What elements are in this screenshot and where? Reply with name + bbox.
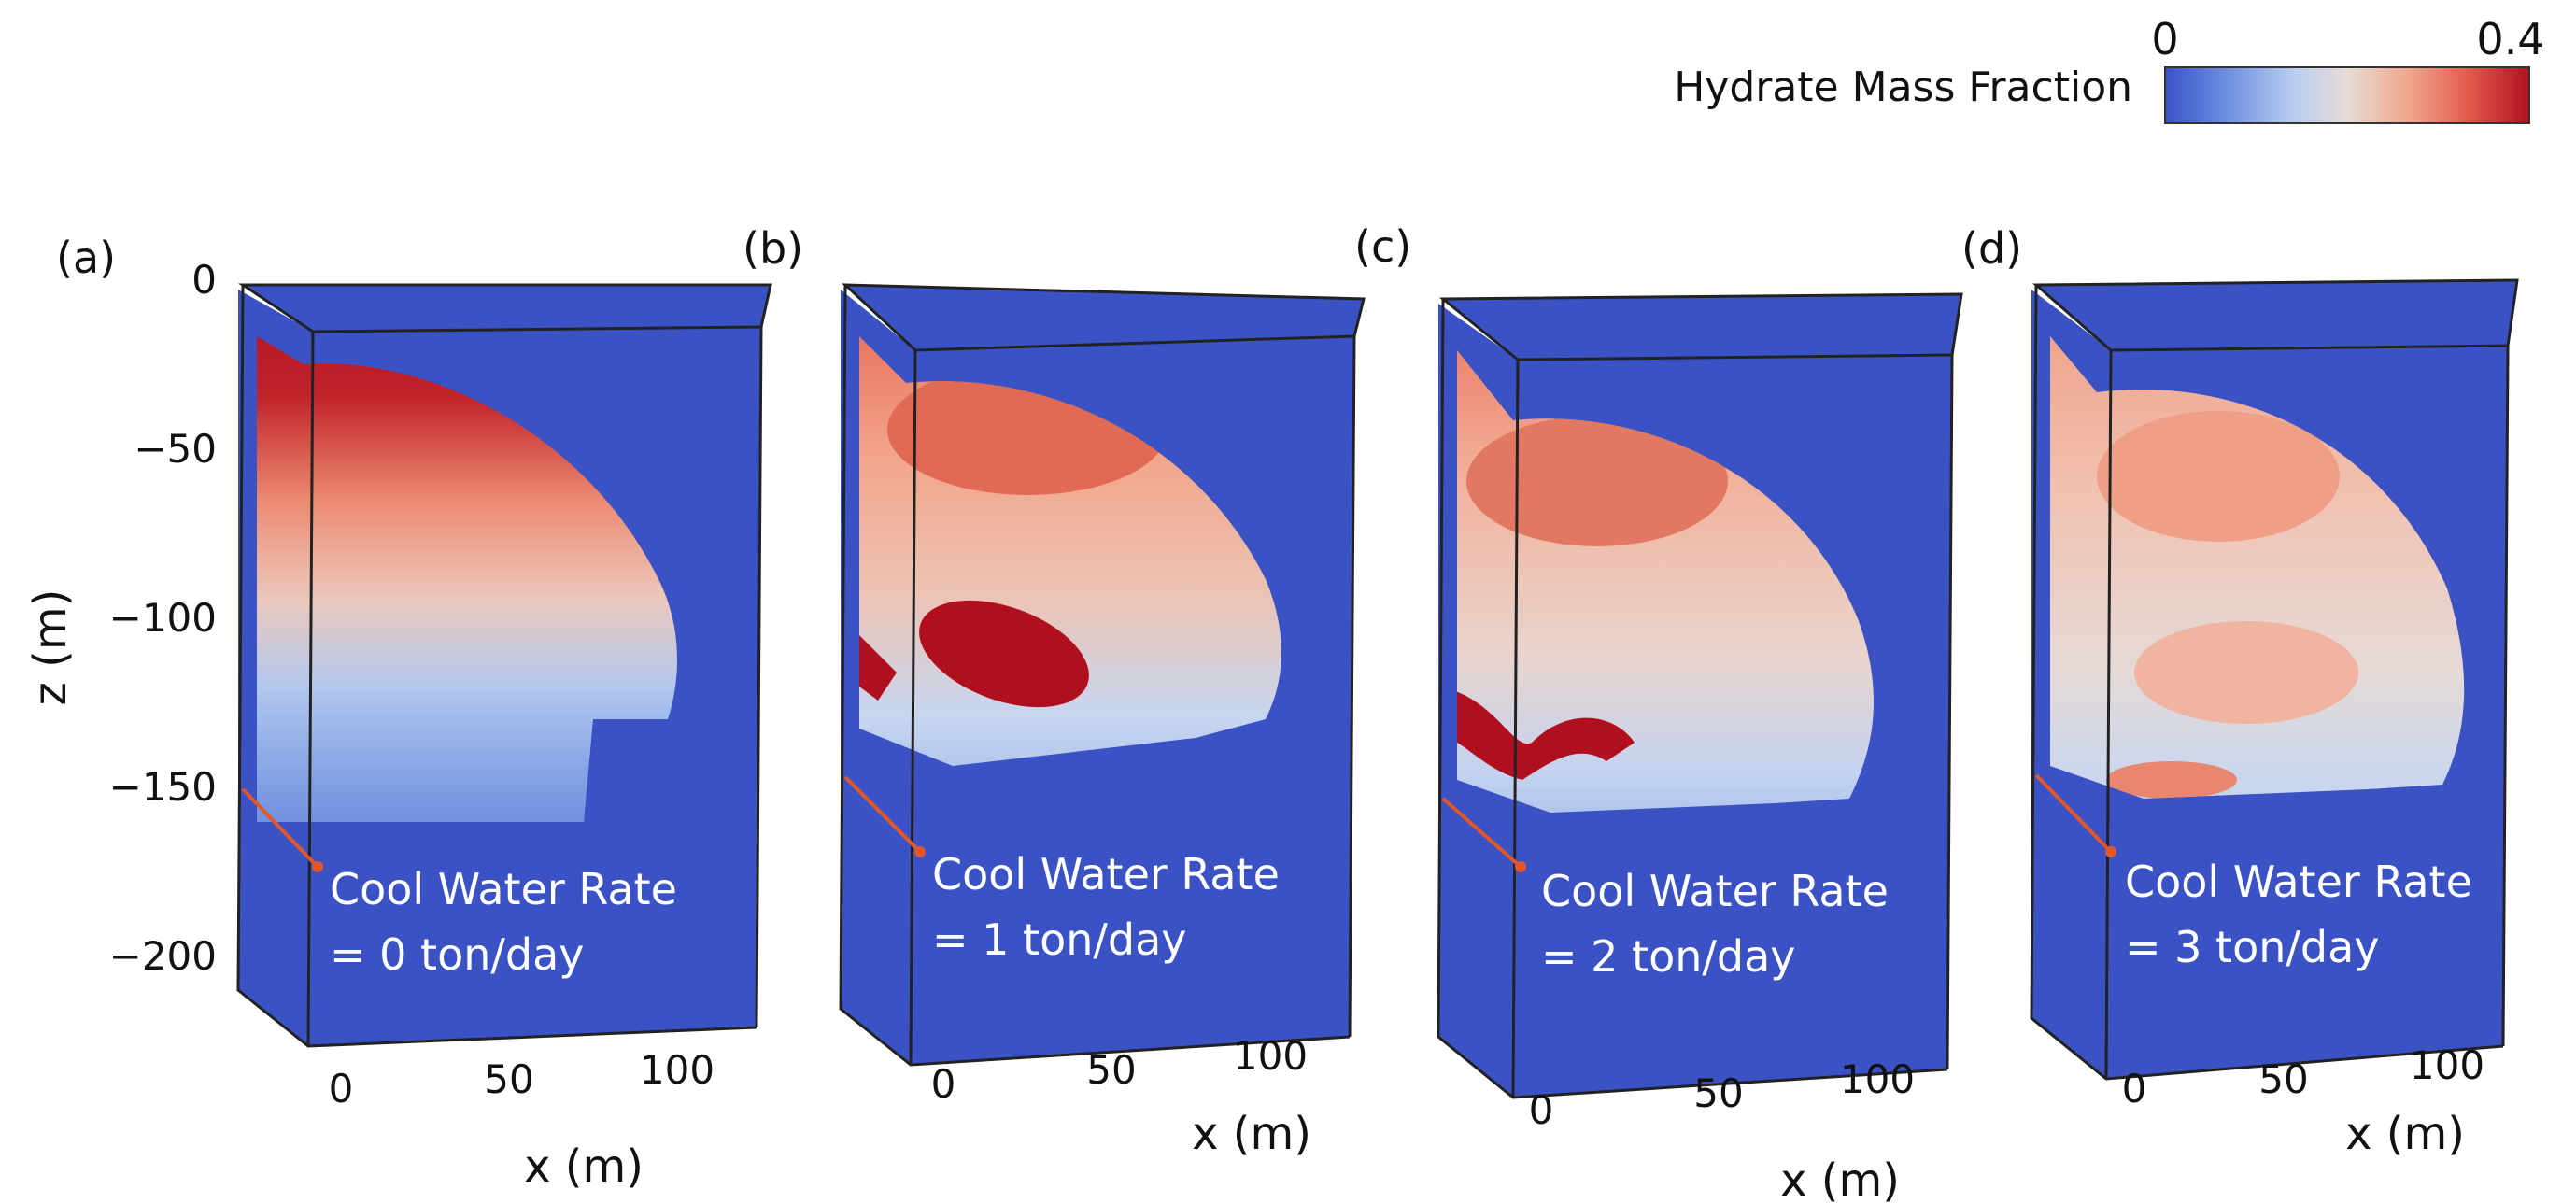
well-line: [843, 775, 922, 854]
cool-water-rate-line2: = 1 ton/day: [932, 914, 1187, 965]
z-tick-label: −100: [109, 595, 217, 641]
panel-c: (c) Cool Water Rate = 2 ton/day 0 50 100…: [1354, 221, 1963, 1204]
z-tick-label: −50: [134, 426, 217, 472]
colorbar-min-label: 0: [2151, 14, 2178, 64]
panel-edges: [1437, 292, 1963, 1099]
colorbar: Hydrate Mass Fraction 0 0.4: [1674, 14, 2545, 124]
panel-label: (a): [56, 233, 116, 283]
well-line: [2034, 773, 2113, 854]
x-tick-label: 50: [1693, 1070, 1743, 1116]
well-marker: [914, 846, 926, 857]
z-axis: z (m) 0 −50 −100 −150 −200: [24, 257, 217, 979]
panel-d: (d) Cool Water Rate = 3 ton/day 0 50 100…: [1961, 223, 2519, 1160]
x-axis-label: x (m): [2345, 1108, 2465, 1160]
x-tick-label: 100: [2410, 1042, 2484, 1088]
hydrate-hotspot: [2134, 621, 2358, 724]
hydrate-hotspot: [2106, 761, 2237, 799]
x-tick-label: 100: [1840, 1056, 1915, 1102]
z-tick-label: 0: [191, 257, 217, 303]
panel-edges: [839, 283, 1366, 1067]
cool-water-rate-line1: Cool Water Rate: [330, 864, 677, 914]
z-axis-label: z (m): [24, 589, 77, 706]
hydrate-hotspot: [919, 600, 1089, 708]
hydrate-hotspot: [1466, 416, 1728, 546]
cool-water-rate-line2: = 0 ton/day: [330, 929, 585, 980]
z-tick-label: −200: [109, 933, 217, 979]
well-line: [1441, 797, 1522, 869]
x-tick-label: 50: [2258, 1056, 2308, 1102]
x-tick-label: 0: [1529, 1087, 1554, 1133]
hydrate-hotspot: [859, 616, 897, 701]
panel-label: (d): [1961, 223, 2022, 274]
well-marker: [312, 861, 323, 872]
well-marker: [2105, 846, 2116, 857]
hydrate-hotspot: [2097, 411, 2340, 542]
x-tick-label: 100: [640, 1047, 715, 1093]
x-tick-label: 50: [1086, 1047, 1136, 1093]
hydrate-hotspot: [1457, 687, 1635, 780]
panel-b: (b) Cool Water Rate = 1 ton/day 0 50 100…: [743, 223, 1366, 1160]
cool-water-rate-line1: Cool Water Rate: [2125, 857, 2472, 907]
panel-edges: [2030, 278, 2519, 1081]
x-axis-label: x (m): [1192, 1108, 1311, 1160]
colorbar-label: Hydrate Mass Fraction: [1674, 64, 2132, 111]
top-face: [1443, 294, 1961, 360]
colorbar-max-label: 0.4: [2476, 14, 2544, 64]
z-tick-label: −150: [109, 764, 217, 810]
x-tick-label: 0: [329, 1066, 354, 1112]
top-face: [2036, 280, 2517, 350]
cool-water-rate-line2: = 2 ton/day: [1541, 931, 1796, 982]
colorbar-gradient: [2164, 66, 2530, 124]
top-face: [845, 285, 1364, 350]
x-axis-label: x (m): [524, 1140, 644, 1193]
x-tick-label: 0: [2122, 1066, 2147, 1112]
panel-a: (a) Cool Water Rate = 0 ton/day 0 50 100…: [56, 233, 772, 1193]
top-face: [243, 285, 771, 332]
x-axis-label: x (m): [1780, 1154, 1900, 1204]
cool-water-rate-line1: Cool Water Rate: [932, 849, 1280, 899]
cool-water-rate-line1: Cool Water Rate: [1541, 866, 1889, 916]
x-tick-label: 0: [931, 1061, 956, 1107]
x-tick-label: 100: [1233, 1033, 1308, 1079]
panel-label: (c): [1354, 221, 1411, 272]
panel-label: (b): [743, 223, 803, 274]
x-tick-label: 50: [484, 1056, 533, 1102]
cool-water-rate-line2: = 3 ton/day: [2125, 922, 2380, 972]
well-marker: [1515, 861, 1526, 872]
well-line: [241, 787, 319, 869]
panel-edges: [236, 283, 772, 1048]
